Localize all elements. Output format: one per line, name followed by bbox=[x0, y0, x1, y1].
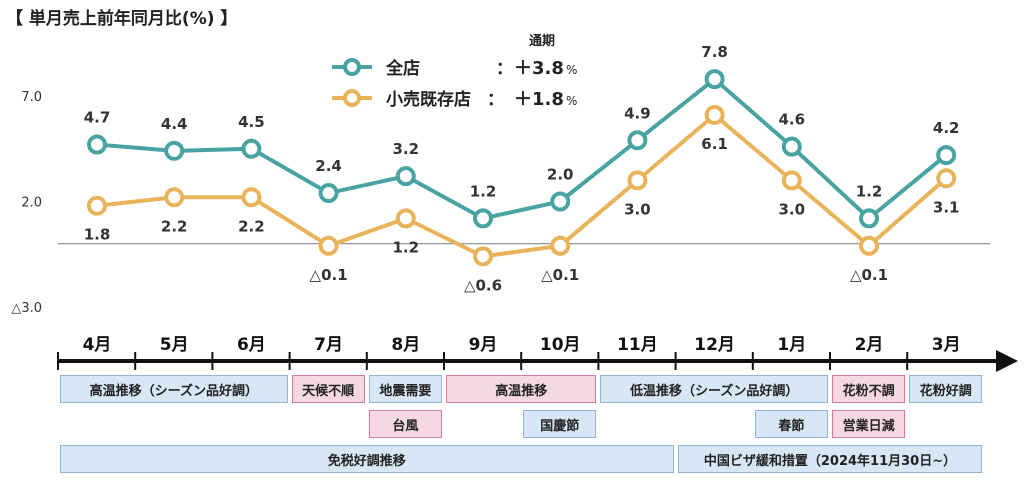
data-label: 4.9 bbox=[624, 104, 651, 122]
data-label: 3.2 bbox=[393, 140, 420, 158]
legend-entry: 小売既存店 bbox=[386, 89, 471, 110]
event-box: 営業日減 bbox=[832, 410, 906, 438]
y-tick-label: 2.0 bbox=[21, 196, 42, 211]
event-box: 地震需要 bbox=[368, 375, 442, 403]
series-layer: 4.7 4.4 4.5 2.4 3.2 1.2 2.0 4.9 7.8 4.6 1.2 4.2 1.8 2… bbox=[84, 43, 960, 294]
data-point bbox=[473, 208, 493, 229]
legend-entry: 全店 bbox=[385, 58, 420, 79]
data-label: △0.1 bbox=[850, 266, 888, 284]
event-box: 低温推移（シーズン品好調） bbox=[600, 375, 828, 403]
data-label: △0.6 bbox=[464, 276, 502, 294]
data-label: 2.4 bbox=[315, 157, 342, 175]
data-point bbox=[87, 195, 107, 216]
data-point bbox=[936, 168, 957, 189]
data-point bbox=[241, 187, 262, 208]
data-label: 1.2 bbox=[393, 238, 420, 256]
event-box: 中国ビザ緩和措置（2024年11月30日~） bbox=[677, 445, 983, 473]
event-box: 台風 bbox=[368, 410, 442, 438]
data-label: 1.8 bbox=[84, 226, 111, 244]
event-box: 花粉不調 bbox=[832, 375, 906, 403]
data-point bbox=[627, 170, 648, 191]
event-box: 高温推移（シーズン品好調） bbox=[60, 375, 288, 403]
data-point bbox=[627, 130, 648, 151]
data-label: 4.2 bbox=[933, 119, 960, 137]
month-label: 2月 bbox=[855, 335, 884, 355]
month-label: 7月 bbox=[314, 335, 343, 355]
month-label: 6月 bbox=[237, 335, 266, 355]
legend-swatch-marker bbox=[343, 58, 361, 76]
data-point bbox=[87, 134, 107, 155]
data-point bbox=[704, 69, 725, 90]
data-point bbox=[936, 145, 957, 166]
event-box: 免税好調推移 bbox=[60, 445, 674, 473]
data-point bbox=[550, 191, 571, 212]
legend-annual-value: ＋1.8 bbox=[514, 89, 564, 110]
series-existing-retail: 1.8 2.2 2.2 △0.1 1.2 △0.6 △0.1 3.0 6.1 3.0 △0.1 3.1 bbox=[84, 104, 960, 294]
data-label: 6.1 bbox=[701, 135, 728, 153]
data-point bbox=[859, 208, 879, 229]
month-label: 4月 bbox=[83, 335, 112, 355]
month-label: 5月 bbox=[160, 335, 189, 355]
data-label: 3.0 bbox=[779, 200, 806, 218]
data-point bbox=[781, 170, 802, 191]
month-timeline: 4月 5月 6月 7月 8月 9月 10月 11月 12月 1月 2月 3月 bbox=[57, 335, 1018, 372]
data-point bbox=[395, 166, 416, 187]
legend-separator: ： bbox=[487, 90, 504, 110]
data-point bbox=[318, 235, 339, 256]
month-label: 10月 bbox=[540, 335, 581, 355]
y-tick-label: △3.0 bbox=[11, 301, 42, 316]
data-label: 1.2 bbox=[470, 182, 497, 200]
month-label: 12月 bbox=[694, 335, 735, 355]
event-box: 花粉好調 bbox=[909, 375, 983, 403]
data-label: 3.1 bbox=[933, 198, 960, 216]
data-label: △0.1 bbox=[310, 266, 348, 284]
legend-annual-unit: % bbox=[566, 94, 577, 108]
data-label: 4.5 bbox=[238, 113, 265, 131]
timeline-arrow bbox=[996, 350, 1018, 372]
data-point bbox=[473, 246, 493, 267]
legend-separator: ： bbox=[496, 59, 513, 79]
event-box: 国慶節 bbox=[523, 410, 597, 438]
series-all-stores: 4.7 4.4 4.5 2.4 3.2 1.2 2.0 4.9 7.8 4.6 1.2 4.2 bbox=[84, 43, 960, 229]
legend-annual-value: ＋3.8 bbox=[514, 58, 564, 79]
data-label: 2.2 bbox=[161, 217, 188, 235]
data-label: 1.2 bbox=[856, 182, 883, 200]
month-label: 3月 bbox=[932, 335, 961, 355]
data-label: 7.8 bbox=[701, 43, 728, 61]
event-box: 高温推移 bbox=[446, 375, 597, 403]
month-label: 11月 bbox=[617, 335, 658, 355]
series-line bbox=[96, 77, 948, 221]
data-point bbox=[781, 136, 802, 157]
month-label: 1月 bbox=[777, 335, 806, 355]
data-point bbox=[241, 138, 262, 159]
data-label: 3.0 bbox=[624, 200, 651, 218]
legend-annual-unit: % bbox=[566, 63, 577, 77]
month-label: 9月 bbox=[469, 335, 498, 355]
series-line bbox=[96, 112, 948, 259]
data-label: 4.6 bbox=[779, 111, 806, 129]
data-label: 4.4 bbox=[161, 115, 188, 133]
legend-header: 通期 bbox=[529, 33, 555, 49]
event-box: 天候不順 bbox=[291, 375, 365, 403]
legend: 通期 全店：＋3.8 %小売既存店：＋1.8% bbox=[332, 33, 577, 110]
data-label: 2.0 bbox=[547, 166, 574, 184]
data-label: 2.2 bbox=[238, 217, 265, 235]
data-point bbox=[859, 235, 879, 256]
y-axis: 7.0 2.0 △3.0 bbox=[11, 90, 42, 316]
event-box: 春節 bbox=[754, 410, 828, 438]
month-label: 8月 bbox=[391, 335, 420, 355]
legend-swatch-marker bbox=[343, 89, 361, 107]
chart-title: 【 単月売上前年同月比(%) 】 bbox=[6, 8, 237, 29]
data-label: 4.7 bbox=[84, 109, 111, 127]
data-point bbox=[704, 104, 725, 125]
data-point bbox=[164, 187, 185, 208]
data-point bbox=[395, 208, 416, 229]
y-tick-label: 7.0 bbox=[21, 90, 42, 105]
data-point bbox=[318, 183, 339, 204]
data-point bbox=[164, 140, 185, 161]
data-label: △0.1 bbox=[541, 266, 579, 284]
data-point bbox=[550, 235, 571, 256]
